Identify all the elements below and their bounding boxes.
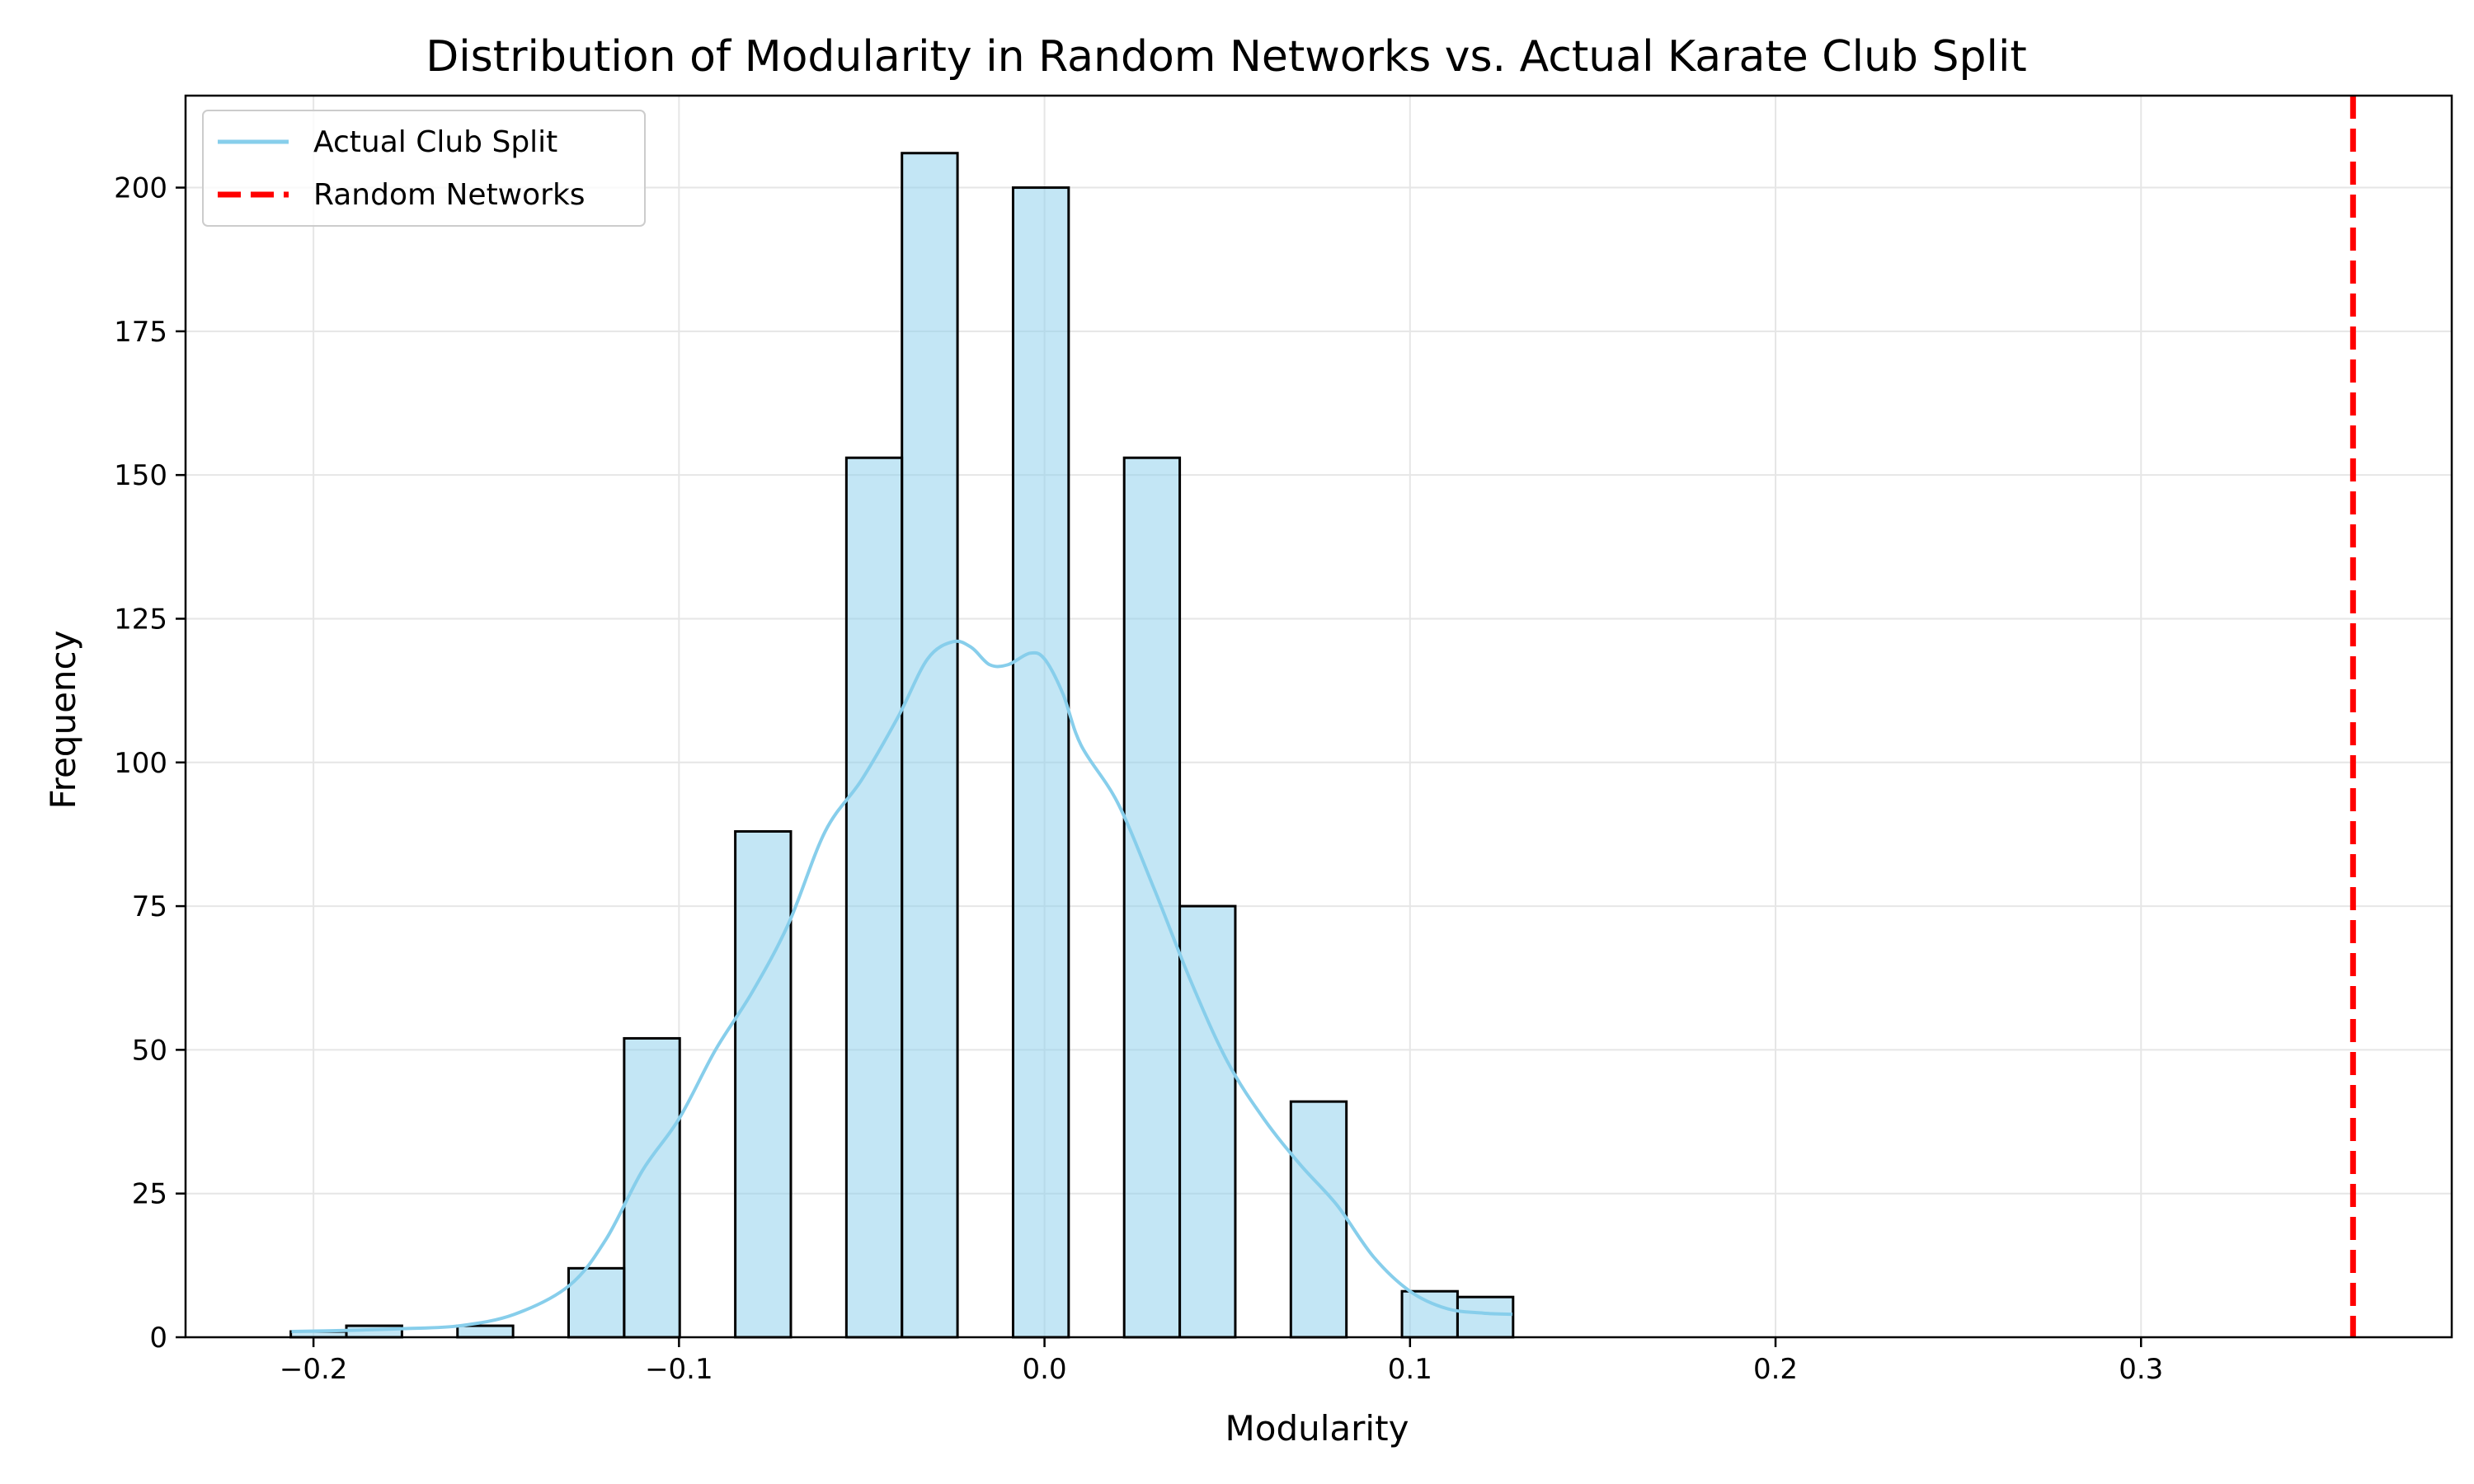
histogram-bar bbox=[734, 829, 793, 1339]
legend-label-reference: Random Networks bbox=[313, 178, 586, 212]
histogram-bar bbox=[901, 152, 959, 1339]
x-tick-label: −0.1 bbox=[645, 1353, 713, 1386]
y-tick-label: 75 bbox=[132, 890, 167, 923]
x-tick-label: 0.0 bbox=[1023, 1353, 1067, 1386]
histogram-bar bbox=[1456, 1295, 1515, 1339]
x-axis-label: Modularity bbox=[1225, 1408, 1409, 1449]
legend: Actual Club Split Random Networks bbox=[202, 110, 646, 227]
x-tick-label: 0.3 bbox=[2119, 1353, 2163, 1386]
y-tick-label: 100 bbox=[114, 747, 167, 780]
legend-label-kde: Actual Club Split bbox=[313, 125, 557, 159]
y-tick-label: 0 bbox=[149, 1322, 167, 1355]
x-tick-label: −0.2 bbox=[280, 1353, 348, 1386]
histogram-bar bbox=[1400, 1289, 1459, 1339]
x-tick-label: 0.1 bbox=[1388, 1353, 1432, 1386]
y-tick-label: 50 bbox=[132, 1034, 167, 1067]
histogram-bar bbox=[567, 1266, 626, 1339]
plot-frame bbox=[184, 94, 2453, 1339]
histogram-bar bbox=[1122, 456, 1182, 1339]
y-tick-label: 175 bbox=[114, 316, 167, 349]
kde-curve bbox=[291, 639, 1512, 1334]
histogram-bar bbox=[844, 456, 904, 1339]
x-tick-label: 0.2 bbox=[1753, 1353, 1798, 1386]
histogram-bar bbox=[456, 1324, 515, 1339]
histogram-bar bbox=[1289, 1100, 1348, 1339]
y-axis-label: Frequency bbox=[43, 631, 83, 810]
y-tick-label: 150 bbox=[114, 459, 167, 492]
y-tick-label: 125 bbox=[114, 603, 167, 636]
chart-title: Distribution of Modularity in Random Net… bbox=[426, 32, 2027, 82]
y-tick-label: 200 bbox=[114, 172, 167, 205]
histogram-bar bbox=[1011, 186, 1070, 1339]
legend-box bbox=[202, 110, 646, 227]
x-axis-ticks: −0.2 −0.1 0.0 0.1 0.2 0.3 bbox=[280, 1337, 2163, 1386]
y-tick-label: 25 bbox=[132, 1178, 167, 1211]
y-axis-ticks: 0 25 50 75 100 125 150 175 200 bbox=[114, 172, 186, 1355]
